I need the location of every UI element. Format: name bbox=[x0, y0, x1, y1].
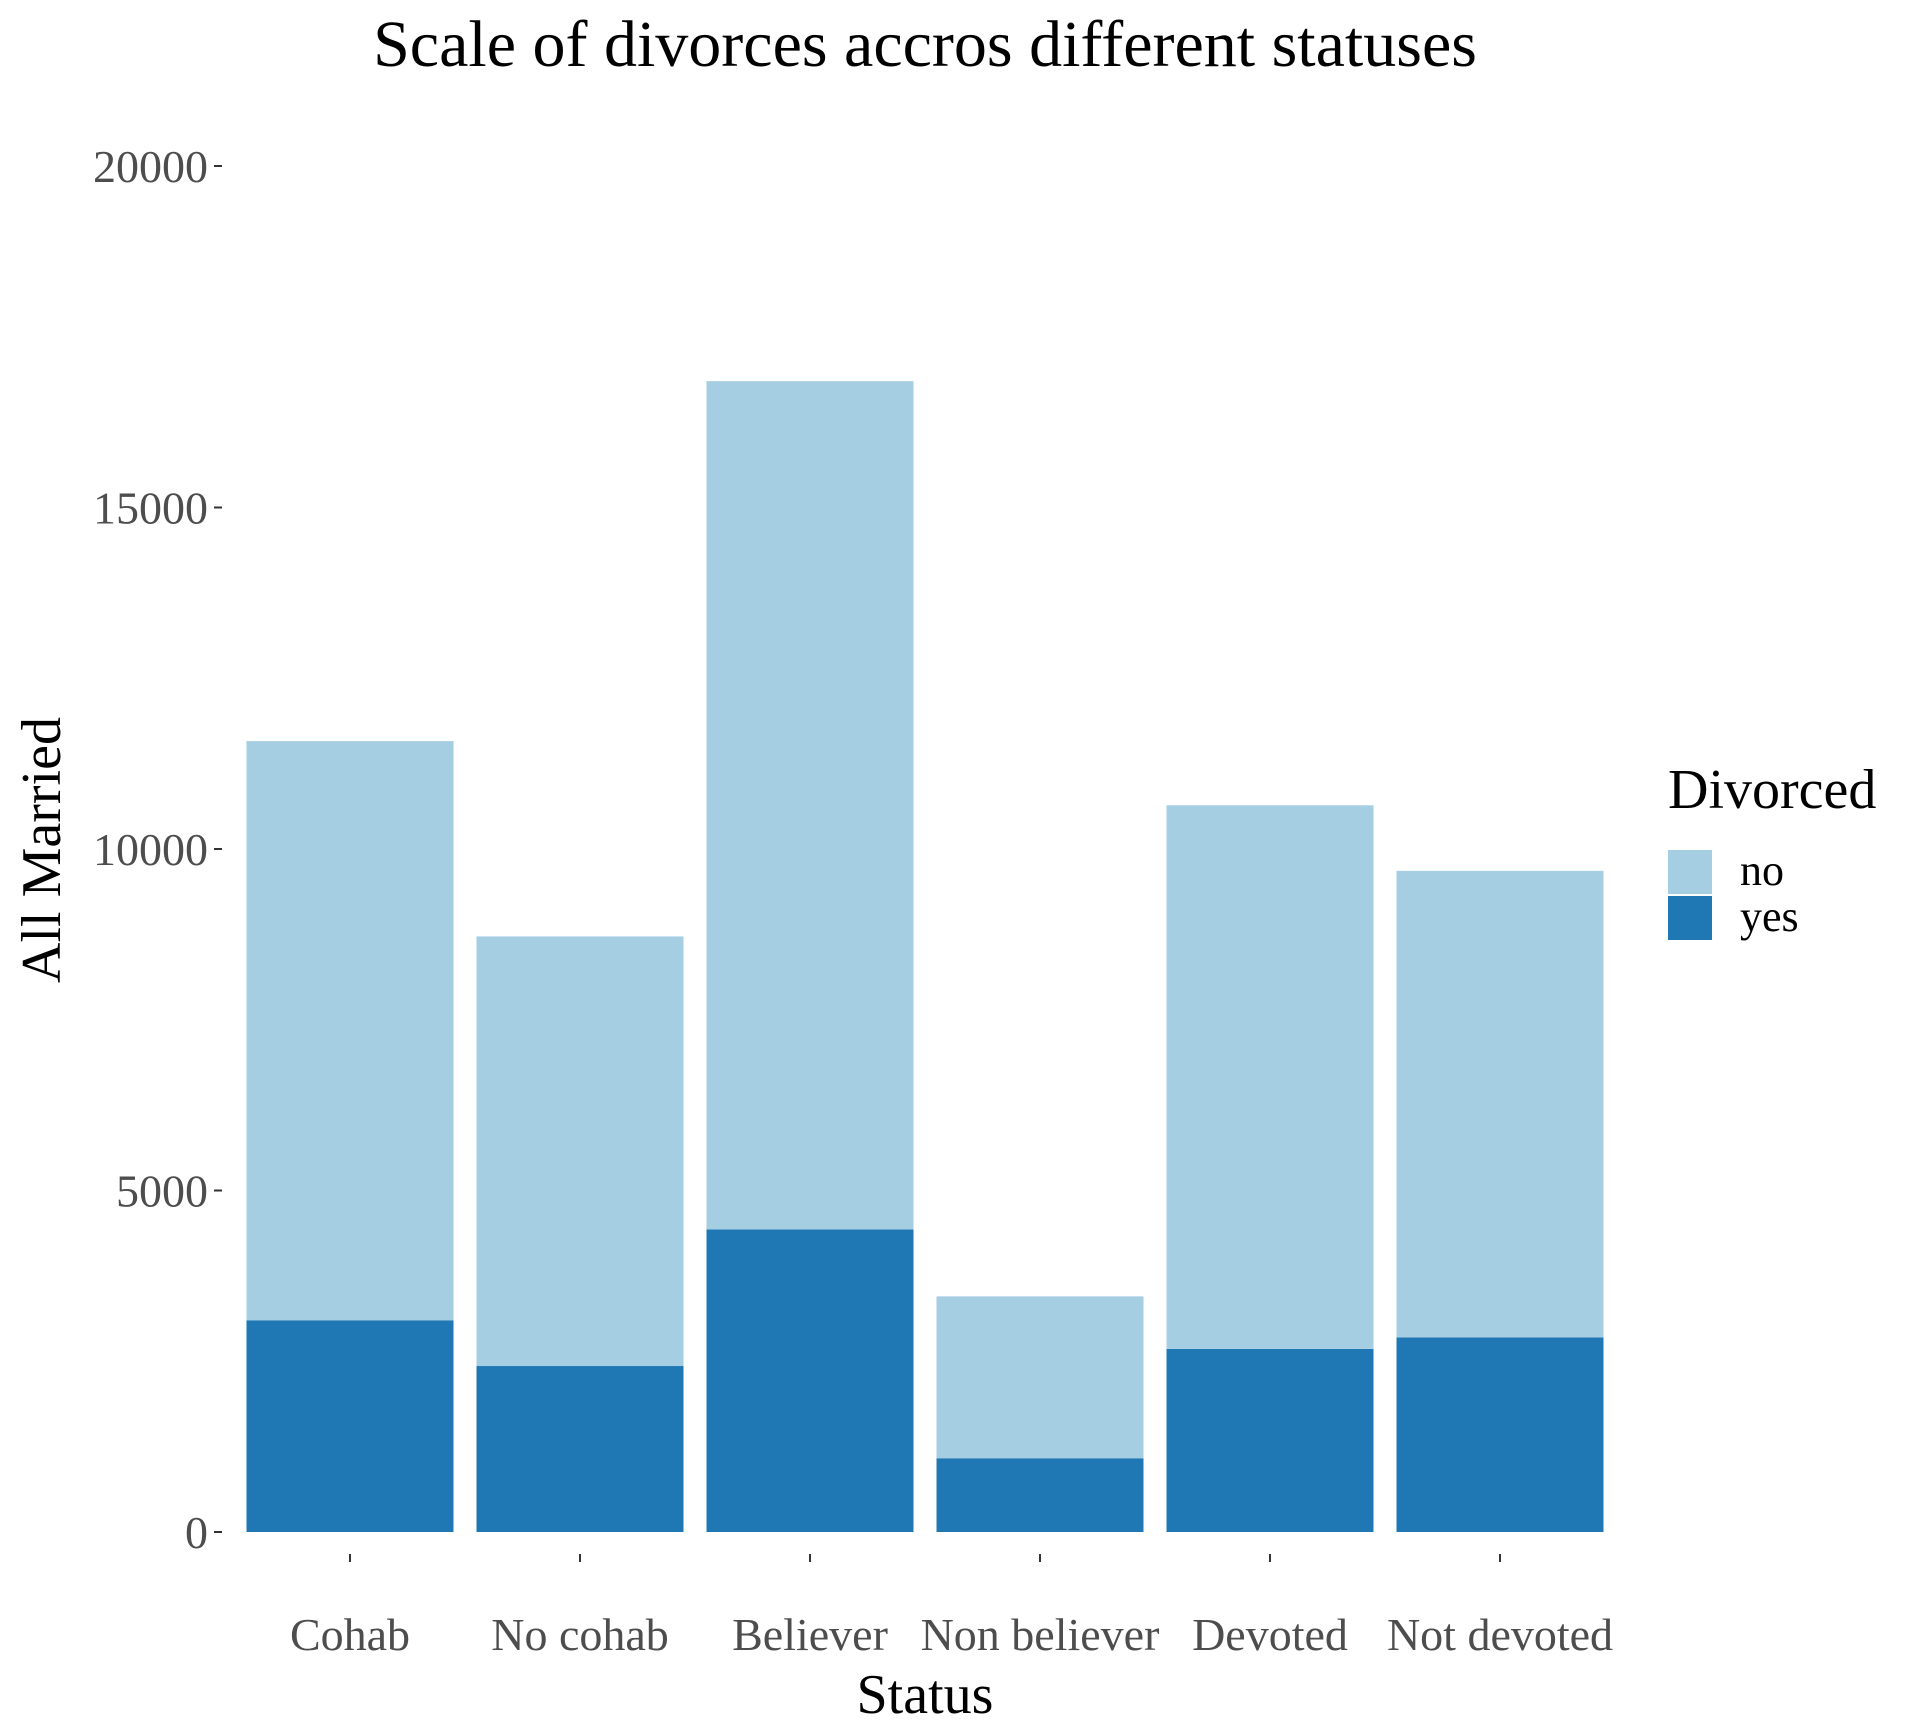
bar-no-not-devoted bbox=[1396, 870, 1604, 1338]
y-axis-title: All Married bbox=[11, 717, 73, 983]
x-tick-label: Devoted bbox=[1192, 1609, 1348, 1660]
bar-no-non-believer bbox=[936, 1296, 1144, 1459]
chart-title: Scale of divorces accros different statu… bbox=[373, 8, 1477, 81]
bar-yes-no-cohab bbox=[476, 1366, 684, 1532]
x-axis: Cohab No cohab Believer Non believer Devoted… bbox=[290, 1554, 1613, 1660]
bar-yes-cohab bbox=[246, 1320, 454, 1532]
y-tick-label: 10000 bbox=[93, 824, 208, 875]
legend-label-yes: yes bbox=[1740, 892, 1799, 941]
y-axis: 0 5000 10000 15000 20000 bbox=[93, 141, 222, 1558]
y-tick-label: 15000 bbox=[93, 483, 208, 534]
legend-title: Divorced bbox=[1668, 759, 1876, 821]
plot-area bbox=[246, 381, 1604, 1532]
x-tick-label: Cohab bbox=[290, 1609, 410, 1660]
bar-no-believer bbox=[706, 381, 914, 1230]
y-tick-label: 0 bbox=[185, 1507, 208, 1558]
x-tick-label: Not devoted bbox=[1387, 1609, 1613, 1660]
bar-yes-believer bbox=[706, 1229, 914, 1532]
x-tick-label: Non believer bbox=[921, 1609, 1160, 1660]
bar-yes-not-devoted bbox=[1396, 1337, 1604, 1532]
y-tick-label: 5000 bbox=[116, 1166, 208, 1217]
legend-key-no bbox=[1668, 850, 1712, 894]
x-axis-title: Status bbox=[857, 1664, 994, 1726]
bar-no-cohab bbox=[246, 741, 454, 1321]
x-tick-label: No cohab bbox=[491, 1609, 669, 1660]
legend-label-no: no bbox=[1740, 846, 1784, 895]
bar-yes-non-believer bbox=[936, 1458, 1144, 1532]
y-tick-label: 20000 bbox=[93, 141, 208, 192]
bar-yes-devoted bbox=[1166, 1348, 1374, 1532]
legend-key-yes bbox=[1668, 896, 1712, 940]
bar-no-no-cohab bbox=[476, 936, 684, 1367]
bar-no-devoted bbox=[1166, 805, 1374, 1349]
x-tick-label: Believer bbox=[732, 1609, 888, 1660]
